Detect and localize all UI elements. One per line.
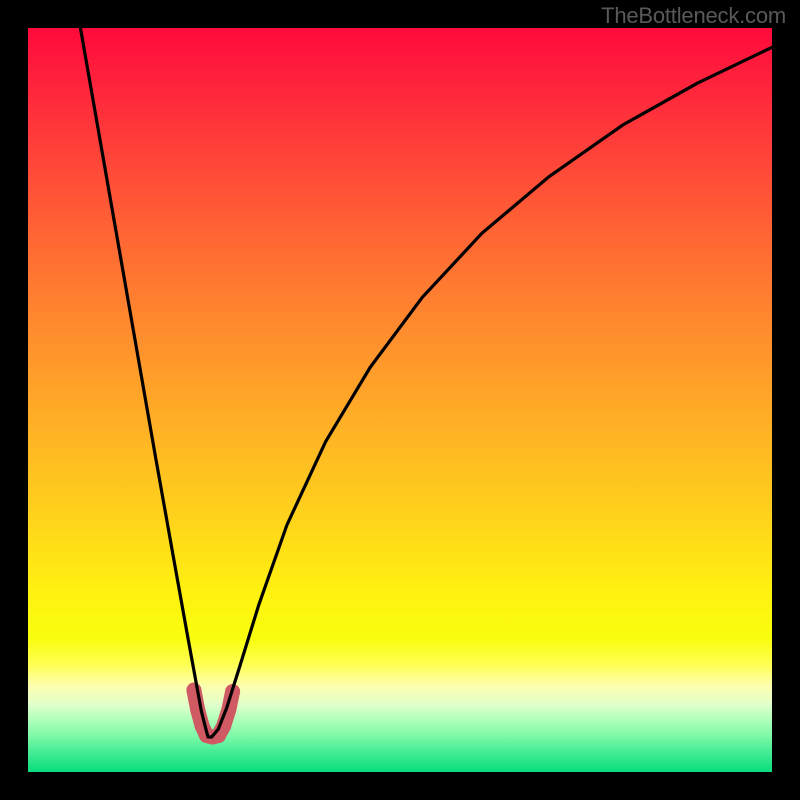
watermark-text: TheBottleneck.com (601, 3, 786, 29)
bottleneck-curve (28, 28, 772, 772)
chart-frame: TheBottleneck.com (0, 0, 800, 800)
plot-area (28, 28, 772, 772)
